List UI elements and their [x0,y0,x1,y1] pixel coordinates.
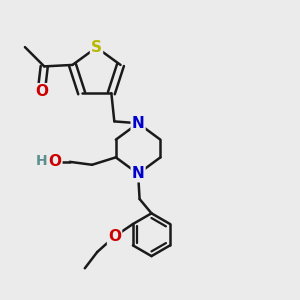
Text: O: O [35,84,48,99]
Text: N: N [132,166,145,181]
Text: S: S [91,40,102,55]
Text: O: O [48,154,62,169]
Text: H: H [36,154,47,168]
Text: O: O [108,229,121,244]
Text: N: N [132,116,145,131]
